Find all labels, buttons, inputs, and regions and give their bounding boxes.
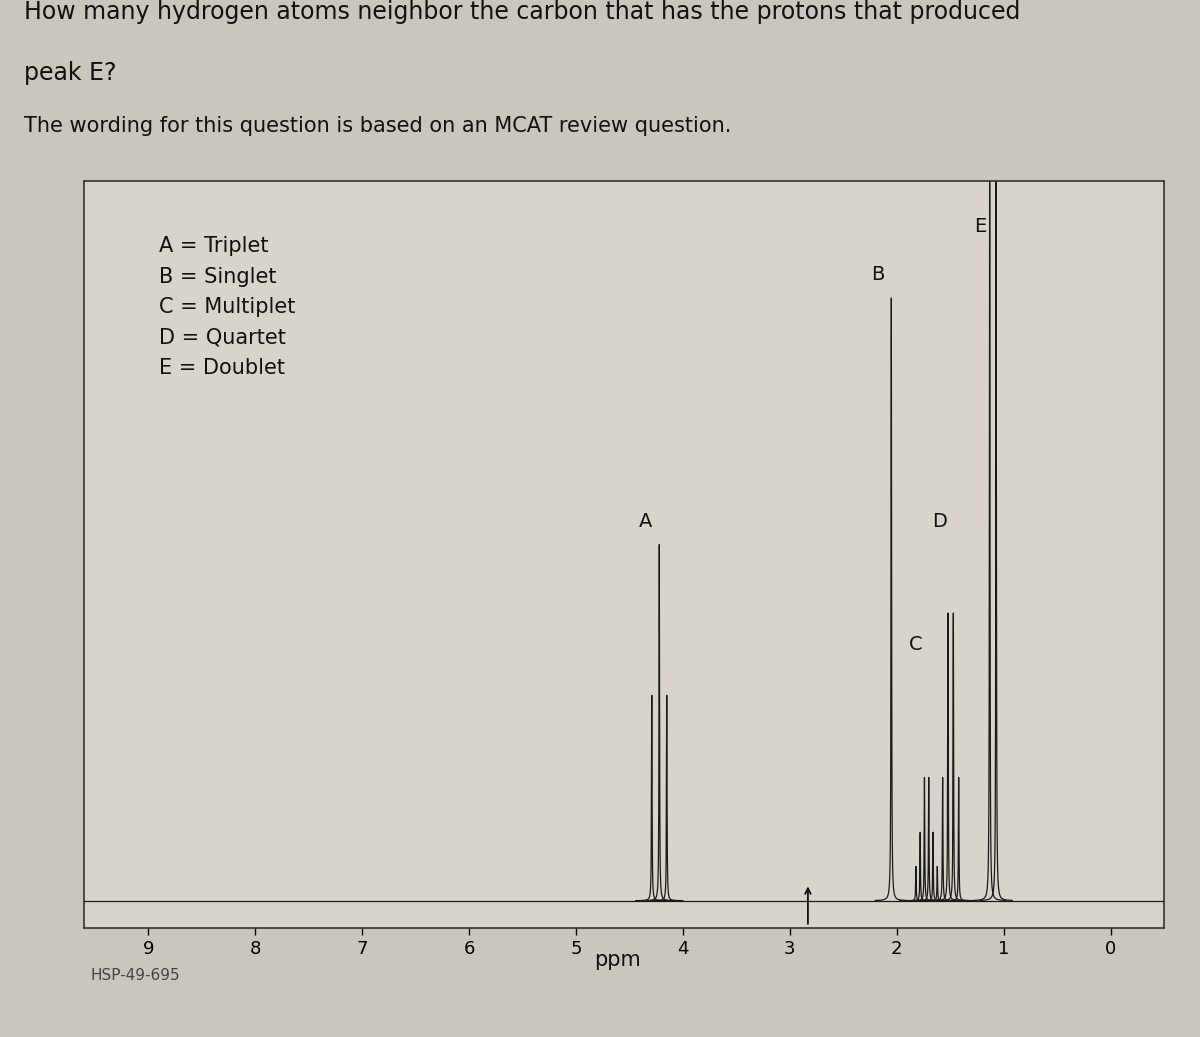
Text: ppm: ppm [595, 951, 641, 971]
Text: The wording for this question is based on an MCAT review question.: The wording for this question is based o… [24, 116, 731, 136]
Text: E: E [974, 218, 986, 236]
Text: How many hydrogen atoms neighbor the carbon that has the protons that produced: How many hydrogen atoms neighbor the car… [24, 0, 1020, 24]
Text: HSP-49-695: HSP-49-695 [90, 968, 180, 983]
Text: C: C [910, 635, 923, 654]
Text: A: A [638, 512, 652, 531]
Text: peak E?: peak E? [24, 61, 116, 85]
Text: D: D [932, 512, 947, 531]
Text: A = Triplet
B = Singlet
C = Multiplet
D = Quartet
E = Doublet: A = Triplet B = Singlet C = Multiplet D … [158, 236, 295, 377]
Text: B: B [871, 265, 884, 284]
